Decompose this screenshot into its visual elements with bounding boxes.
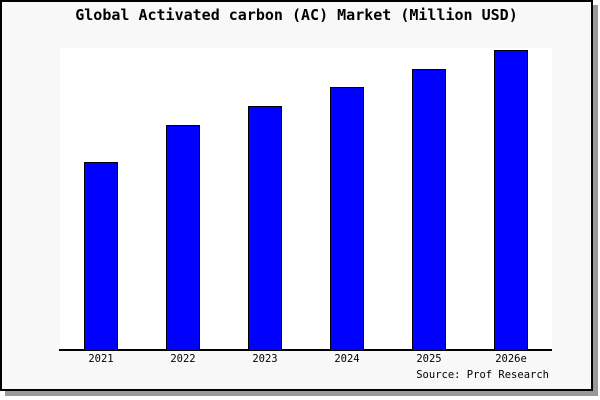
x-axis-line [59,349,552,351]
source-credit: Source: Prof Research [416,369,549,381]
bar-2025 [412,69,446,350]
x-tick-label-2022: 2022 [170,353,196,365]
bar-2021 [84,162,118,350]
bar-2026e [494,50,528,350]
x-tick-label-2024: 2024 [334,353,360,365]
chart-title: Global Activated carbon (AC) Market (Mil… [75,6,518,24]
bar-2022 [166,125,200,350]
x-tick-label-2026e: 2026e [495,353,527,365]
bar-2023 [248,106,282,350]
chart-figure: Global Activated carbon (AC) Market (Mil… [0,0,593,391]
x-tick-label-2023: 2023 [252,353,278,365]
x-tick-label-2021: 2021 [88,353,114,365]
bar-2024 [330,87,364,350]
plot-area [60,48,552,350]
x-tick-label-2025: 2025 [416,353,442,365]
